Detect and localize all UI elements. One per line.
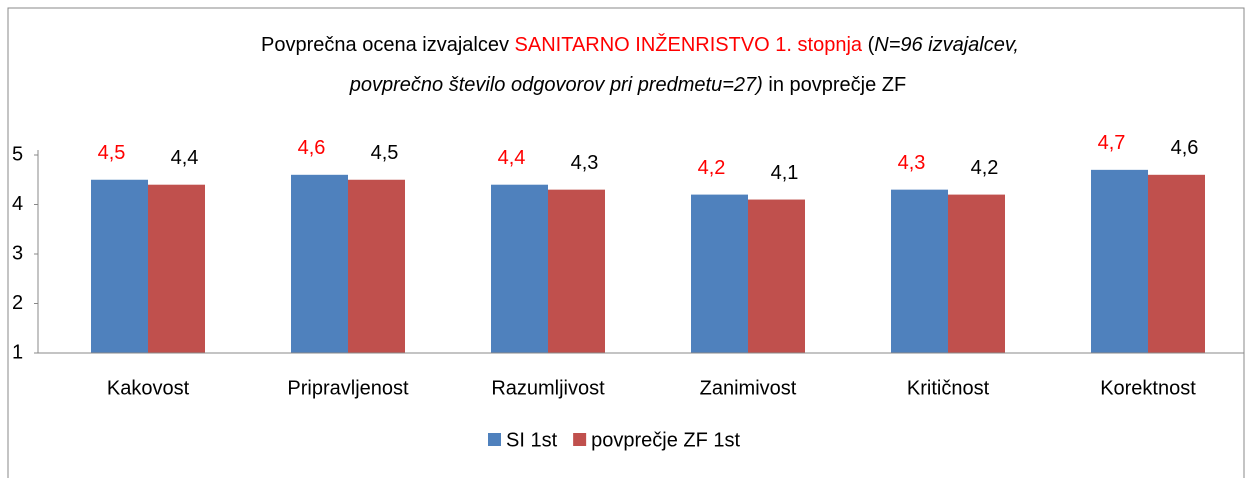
bar (748, 199, 805, 353)
bar (891, 189, 948, 353)
x-tick-label: Pripravljenost (287, 377, 409, 399)
y-tick-label: 1 (12, 341, 23, 363)
y-tick-label: 3 (12, 242, 23, 264)
title-part: in povprečje ZF (763, 74, 906, 96)
data-label: 4,1 (771, 162, 799, 184)
bar (348, 179, 405, 353)
bar (148, 184, 205, 353)
x-tick-label: Razumljivost (491, 377, 605, 399)
legend-label: SI 1st (506, 429, 558, 451)
legend-label: povprečje ZF 1st (591, 429, 740, 451)
x-tick-label: Kakovost (107, 377, 190, 399)
legend-swatch (573, 433, 587, 446)
data-label: 4,7 (1098, 132, 1126, 154)
title-part: SANITARNO INŽENRISTVO 1. stopnja (515, 33, 863, 56)
data-label: 4,5 (98, 142, 126, 164)
title-part: povprečno število odgovorov pri predmetu… (349, 74, 763, 96)
bar (948, 194, 1005, 353)
data-label: 4,2 (698, 157, 726, 179)
bar (691, 194, 748, 353)
chart-frame (7, 7, 1245, 478)
data-label: 4,5 (371, 142, 399, 164)
chart-title: Povprečna ocena izvajalcev SANITARNO INŽ… (261, 33, 1019, 56)
y-tick-label: 2 (12, 292, 23, 314)
y-tick-label: 4 (12, 193, 23, 215)
x-tick-label: Korektnost (1100, 377, 1196, 399)
chart-title: povprečno število odgovorov pri predmetu… (349, 74, 906, 96)
data-label: 4,3 (571, 152, 599, 174)
title-part: Povprečna ocena izvajalcev (261, 34, 514, 56)
bar (1148, 174, 1205, 353)
title-part: ( (862, 34, 875, 56)
data-label: 4,6 (298, 137, 326, 159)
data-label: 4,6 (1171, 137, 1199, 159)
bar (91, 179, 148, 353)
data-label: 4,4 (171, 147, 199, 169)
data-label: 4,2 (971, 157, 999, 179)
data-label: 4,3 (898, 152, 926, 174)
bar (491, 184, 548, 353)
data-label: 4,4 (498, 147, 526, 169)
legend-swatch (488, 433, 501, 446)
title-part: N=96 izvajalcev, (874, 34, 1019, 56)
bar (291, 174, 348, 353)
bar (1091, 169, 1148, 353)
x-tick-label: Zanimivost (700, 377, 797, 399)
x-tick-label: Kritičnost (907, 377, 990, 399)
bar (548, 189, 605, 353)
y-tick-label: 5 (12, 143, 23, 165)
